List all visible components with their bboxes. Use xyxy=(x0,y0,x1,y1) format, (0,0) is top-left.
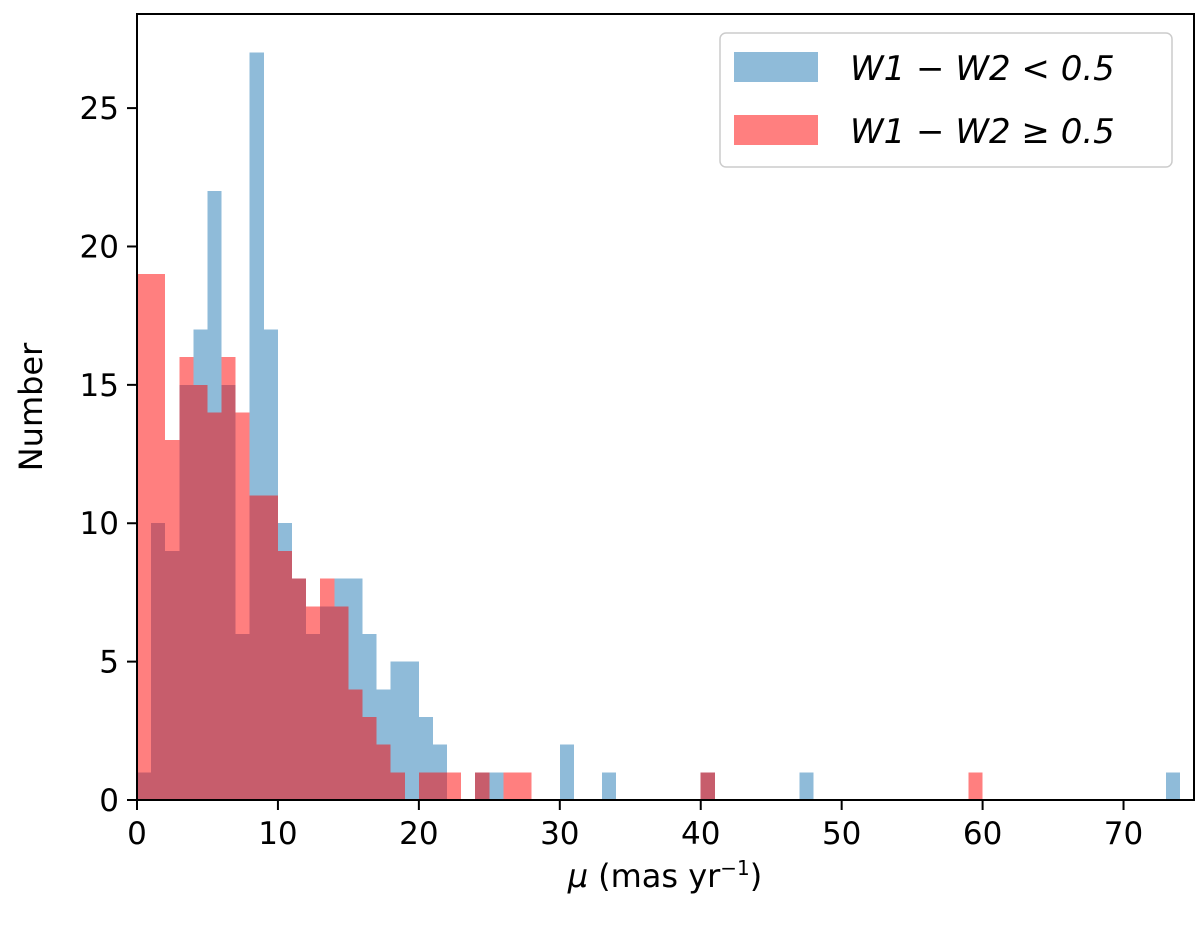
bar-series1-bin14 xyxy=(334,606,349,800)
bar-series1-bin20 xyxy=(418,772,433,800)
y-tick-label: 5 xyxy=(99,645,119,681)
x-tick-label: 0 xyxy=(127,816,147,852)
x-axis-title-close: ) xyxy=(750,857,762,895)
y-tick-label: 15 xyxy=(80,368,119,404)
plot-frame xyxy=(136,13,1195,801)
bar-series0-bin33 xyxy=(602,772,617,800)
x-axis-title: μ (mas yr−1) xyxy=(567,856,763,895)
bar-series1-bin11 xyxy=(292,578,307,800)
bar-series0-bin25 xyxy=(489,772,504,800)
bars-layer xyxy=(137,52,1180,801)
bar-series1-bin6 xyxy=(221,357,236,800)
x-tick-label: 30 xyxy=(540,816,579,852)
bar-series1-bin12 xyxy=(306,606,321,800)
x-tick-label: 40 xyxy=(681,816,720,852)
x-axis-ticks: 0 10 20 30 40 50 60 70 xyxy=(127,800,1143,852)
bar-series1-bin3 xyxy=(179,357,194,800)
y-axis-title: Number xyxy=(12,342,50,471)
bar-series1-bin21 xyxy=(432,772,448,800)
legend-box xyxy=(719,32,1173,168)
bar-series1-bin26 xyxy=(503,772,518,800)
legend-swatch-red xyxy=(734,115,818,145)
bar-series1-bin18 xyxy=(390,772,405,800)
bar-series1-bin4 xyxy=(193,384,208,800)
bar-series1-bin2 xyxy=(165,440,180,800)
bar-series1-bin59 xyxy=(968,772,983,800)
bar-series0-bin73 xyxy=(1165,772,1180,800)
x-axis-title-units: (mas yr xyxy=(598,857,721,895)
x-tick-label: 60 xyxy=(963,816,1002,852)
bar-series1-bin22 xyxy=(447,772,462,800)
y-tick-label: 0 xyxy=(99,783,119,819)
y-axis-ticks: 0 5 10 15 20 25 xyxy=(80,91,137,819)
series-1 xyxy=(137,274,983,801)
bar-series0-bin19 xyxy=(404,661,419,800)
bar-series0-bin47 xyxy=(799,772,814,800)
bar-series1-bin40 xyxy=(700,772,715,800)
y-tick-label: 10 xyxy=(80,506,119,542)
bar-series1-bin17 xyxy=(376,744,391,800)
y-tick-label: 20 xyxy=(80,229,119,265)
bar-series1-bin16 xyxy=(362,716,377,800)
x-axis-title-symbol: μ xyxy=(567,857,588,895)
y-tick-label: 25 xyxy=(80,91,119,127)
bar-series1-bin27 xyxy=(517,772,532,800)
bar-series0-bin18 xyxy=(390,661,405,800)
bar-series1-bin7 xyxy=(235,412,250,800)
bar-series1-bin24 xyxy=(475,772,490,800)
legend-swatch-blue xyxy=(734,52,818,82)
x-axis-title-exponent: −1 xyxy=(720,856,749,880)
bar-series1-bin0 xyxy=(137,274,152,801)
bar-series1-bin13 xyxy=(320,578,335,800)
bar-series1-bin8 xyxy=(249,495,264,800)
legend-label-blue: W1 − W2 < 0.5 xyxy=(850,49,1115,89)
bar-series1-bin10 xyxy=(277,550,293,800)
x-tick-label: 70 xyxy=(1104,816,1143,852)
legend-label-red: W1 − W2 ≥ 0.5 xyxy=(850,112,1115,152)
bar-series1-bin9 xyxy=(263,495,278,800)
x-tick-label: 20 xyxy=(399,816,438,852)
bar-series1-bin5 xyxy=(207,412,222,800)
bar-series0-bin30 xyxy=(559,744,574,800)
bar-series1-bin1 xyxy=(151,274,166,801)
bar-series1-bin15 xyxy=(348,689,363,800)
x-tick-label: 50 xyxy=(822,816,861,852)
legend: W1 − W2 < 0.5 W1 − W2 ≥ 0.5 xyxy=(719,32,1173,168)
x-tick-label: 10 xyxy=(258,816,297,852)
